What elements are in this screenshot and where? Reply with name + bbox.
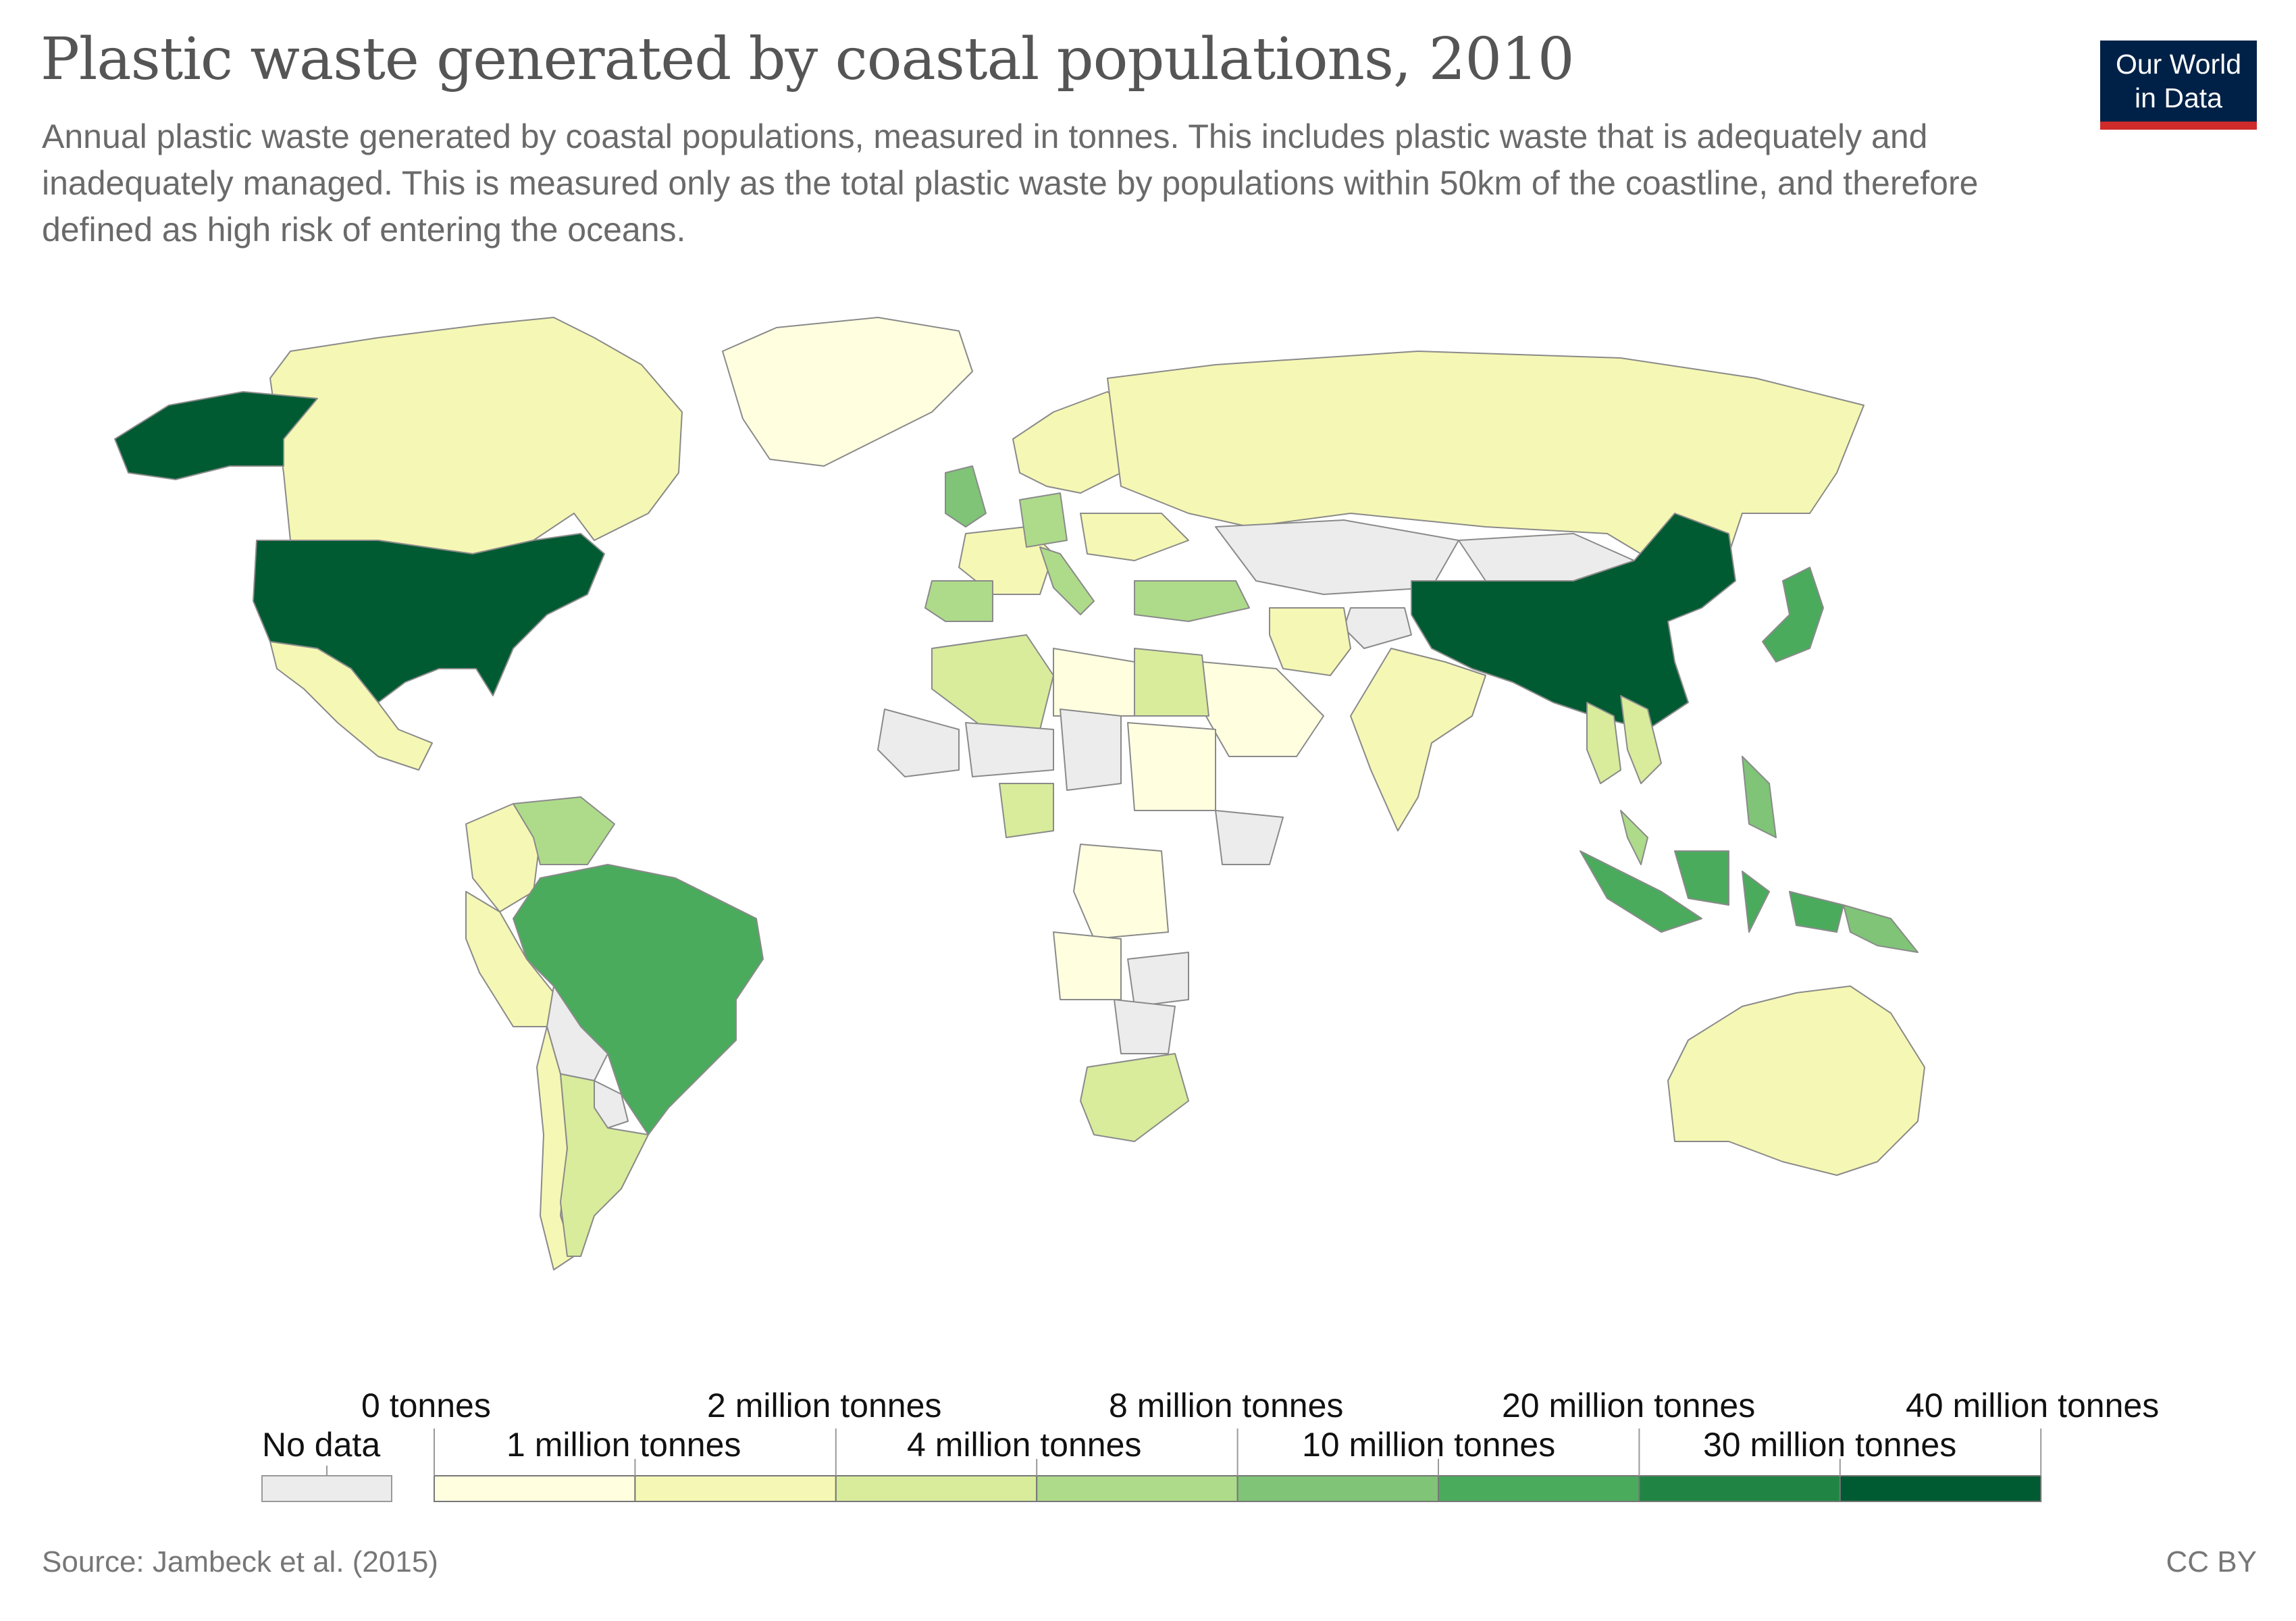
region-algeria[interactable] [931,634,1054,730]
region-india[interactable] [1350,648,1486,831]
region-japan[interactable] [1762,567,1824,663]
legend-bin-0 [434,1475,636,1502]
region-dr-congo[interactable] [1073,844,1169,940]
region-angola[interactable] [1053,931,1122,1000]
region-libya[interactable] [1053,648,1135,717]
logo-line-2: in Data [2135,82,2222,113]
region-china[interactable] [1411,513,1736,730]
region-canada[interactable] [269,317,683,555]
region-saudi-arabia[interactable] [1201,661,1324,757]
region-indonesia[interactable] [1580,850,1844,933]
legend-bin-6 [1638,1475,1841,1502]
logo-line-1: Our World [2115,49,2242,80]
source-note[interactable]: Source: Jambeck et al. (2015) [42,1545,438,1578]
region-afghanistan[interactable] [1343,607,1412,649]
legend-bin-1 [634,1475,837,1502]
region-ukraine[interactable] [1080,513,1189,561]
chart-title: Plastic waste generated by coastal popul… [41,26,1575,93]
legend-bin-3 [1036,1475,1238,1502]
region-chad[interactable] [1060,709,1122,791]
legend-label-40m: 40 million tonnes [1906,1387,2160,1424]
region-egypt[interactable] [1134,648,1209,717]
chart-subtitle: Annual plastic waste generated by coasta… [42,118,1979,249]
region-mali[interactable] [877,709,960,777]
legend-label-2m: 2 million tonnes [707,1387,942,1424]
region-sudan[interactable] [1127,722,1216,811]
legend-label-1m: 1 million tonnes [506,1426,741,1464]
region-philippines[interactable] [1742,756,1777,838]
legend-label-8m: 8 million tonnes [1109,1387,1344,1424]
region-argentina[interactable] [560,1073,649,1257]
legend-label-0: 0 tonnes [361,1387,491,1424]
region-thailand[interactable] [1586,702,1621,784]
legend-no-data-label: No data [262,1426,381,1464]
license-label[interactable]: CC BY [2166,1545,2257,1578]
region-zambia[interactable] [1127,952,1189,1007]
region-australia[interactable] [1667,985,1925,1176]
region-malaysia[interactable] [1620,810,1648,865]
region-iran[interactable] [1269,607,1351,676]
region-brazil[interactable] [513,864,764,1135]
region-papua-new-guinea[interactable] [1843,904,1919,953]
legend-bin-4 [1236,1475,1439,1502]
region-alaska[interactable] [114,391,318,480]
legend-bin-2 [835,1475,1038,1502]
legend-no-data-swatch [261,1475,392,1502]
region-turkey[interactable] [1134,580,1250,622]
region-vietnam[interactable] [1620,695,1662,784]
legend-label-4m: 4 million tonnes [907,1426,1142,1464]
owid-logo[interactable]: Our World in Data [2100,41,2257,130]
region-mexico[interactable] [269,641,433,771]
region-united-kingdom[interactable] [945,465,987,528]
region-niger[interactable] [965,722,1054,777]
region-botswana[interactable] [1114,999,1176,1054]
region-south-africa[interactable] [1080,1053,1189,1142]
region-nigeria[interactable] [999,783,1054,838]
region-ethiopia[interactable] [1215,810,1284,865]
legend-label-30m: 30 million tonnes [1703,1426,1957,1464]
legend-label-10m: 10 million tonnes [1302,1426,1556,1464]
legend-label-20m: 20 million tonnes [1502,1387,1756,1424]
region-germany[interactable] [1019,492,1068,548]
legend-bin-5 [1438,1475,1640,1502]
region-venezuela[interactable] [513,796,615,865]
region-italy[interactable] [1039,546,1095,615]
legend-scale [261,1429,2042,1502]
legend-bin-7 [1839,1475,2042,1502]
region-greenland[interactable] [722,317,973,467]
region-spain[interactable] [924,580,993,622]
